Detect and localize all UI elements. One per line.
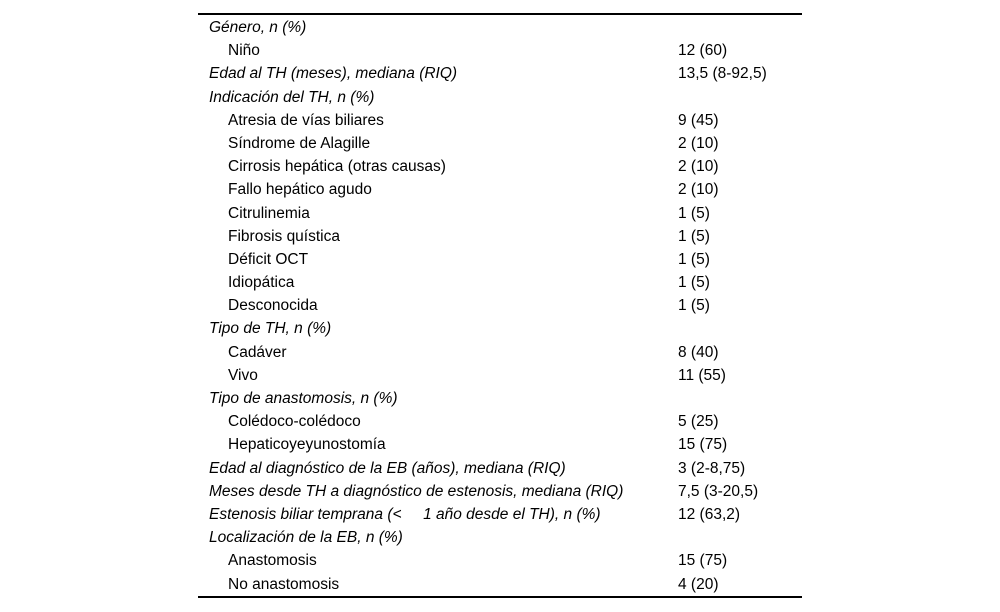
row-value: 2 (10)	[678, 181, 719, 199]
row-value: 1 (5)	[678, 274, 710, 292]
table-row: Género, n (%)	[198, 16, 802, 39]
row-value: 13,5 (8-92,5)	[678, 65, 767, 83]
table-row: Atresia de vías biliares 9 (45)	[198, 109, 802, 132]
row-label: Citrulinemia	[228, 204, 310, 222]
row-value: 5 (25)	[678, 413, 719, 431]
row-label: Fallo hepático agudo	[228, 181, 372, 199]
row-value: 2 (10)	[678, 158, 719, 176]
row-value: 12 (60)	[678, 42, 728, 60]
table-row: Estenosis biliar temprana (< 1 año desde…	[198, 503, 802, 526]
table-row: Tipo de anastomosis, n (%)	[198, 387, 802, 410]
table-row: Edad al TH (meses), mediana (RIQ) 13,5 (8…	[198, 62, 802, 85]
row-value: 8 (40)	[678, 343, 719, 361]
table-row: Vivo 11 (55)	[198, 364, 802, 387]
row-label: Género, n (%)	[209, 19, 307, 36]
row-label: No anastomosis	[228, 575, 340, 593]
row-label: Meses desde TH a diagnóstico de estenosi…	[209, 482, 624, 500]
row-label: Cadáver	[228, 343, 287, 361]
row-value: 1 (5)	[678, 297, 710, 315]
row-label: Fibrosis quística	[228, 227, 340, 245]
table-row: Niño 12 (60)	[198, 39, 802, 62]
row-value: 15 (75)	[678, 436, 728, 454]
row-value: 3 (2-8,75)	[678, 459, 746, 477]
row-label: Déficit OCT	[228, 250, 309, 268]
row-label: Hepaticoyeyunostomía	[228, 436, 386, 454]
patient-characteristics-table: Género, n (%) Niño 12 (60) Edad al TH (mese…	[198, 13, 802, 598]
row-label: Edad al diagnóstico de la EB (años), med…	[209, 459, 566, 477]
table-row: Cadáver 8 (40)	[198, 341, 802, 364]
table-row: Hepaticoyeyunostomía 15 (75)	[198, 433, 802, 456]
table-row: Colédoco-colédoco 5 (25)	[198, 410, 802, 433]
row-label: Atresia de vías biliares	[228, 111, 384, 129]
table-body: Género, n (%) Niño 12 (60) Edad al TH (mese…	[198, 15, 802, 596]
row-value: 1 (5)	[678, 250, 710, 268]
row-label: Anastomosis	[228, 552, 317, 570]
table-row: Indicación del TH, n (%)	[198, 86, 802, 109]
table-row: Meses desde TH a diagnóstico de estenosi…	[198, 480, 802, 503]
table-row: Síndrome de Alagille 2 (10)	[198, 132, 802, 155]
row-label: Cirrosis hepática (otras causas)	[228, 158, 446, 176]
row-label: Síndrome de Alagille	[228, 134, 371, 152]
row-label: Niño	[228, 42, 260, 60]
row-value: 4 (20)	[678, 575, 719, 593]
row-value: 11 (55)	[678, 366, 726, 384]
row-label: Idiopática	[228, 274, 295, 292]
table-bottom-rule	[198, 595, 802, 598]
row-value: 9 (45)	[678, 111, 719, 129]
table-row: Fibrosis quística 1 (5)	[198, 225, 802, 248]
table-row: Anastomosis 15 (75)	[198, 549, 802, 572]
row-value: 1 (5)	[678, 227, 710, 245]
row-label: Desconocida	[228, 297, 318, 315]
row-value: 2 (10)	[678, 134, 719, 152]
row-label: Estenosis biliar temprana (< 1 año desde…	[209, 505, 601, 523]
row-value: 1 (5)	[678, 204, 710, 222]
table-top-rule	[198, 13, 802, 15]
row-label: Tipo de TH, n (%)	[209, 320, 332, 338]
table-row: No anastomosis 4 (20)	[198, 573, 802, 596]
row-value: 12 (63,2)	[678, 505, 741, 523]
table-row: Desconocida 1 (5)	[198, 294, 802, 317]
table-row: Cirrosis hepática (otras causas) 2 (10)	[198, 155, 802, 178]
table-row: Citrulinemia 1 (5)	[198, 202, 802, 225]
row-label: Indicación del TH, n (%)	[209, 88, 375, 106]
row-label: Localización de la EB, n (%)	[209, 529, 403, 547]
row-value: 7,5 (3-20,5)	[678, 482, 759, 500]
row-label: Colédoco-colédoco	[228, 413, 361, 431]
table-row: Tipo de TH, n (%)	[198, 317, 802, 340]
table-row: Idiopática 1 (5)	[198, 271, 802, 294]
table-row: Fallo hepático agudo 2 (10)	[198, 178, 802, 201]
row-label: Edad al TH (meses), mediana (RIQ)	[209, 65, 458, 83]
table-row: Déficit OCT 1 (5)	[198, 248, 802, 271]
row-label: Vivo	[228, 366, 258, 384]
row-label: Tipo de anastomosis, n (%)	[209, 390, 398, 407]
table-row: Edad al diagnóstico de la EB (años), med…	[198, 457, 802, 480]
table-row: Localización de la EB, n (%)	[198, 526, 802, 549]
row-value: 15 (75)	[678, 552, 728, 570]
